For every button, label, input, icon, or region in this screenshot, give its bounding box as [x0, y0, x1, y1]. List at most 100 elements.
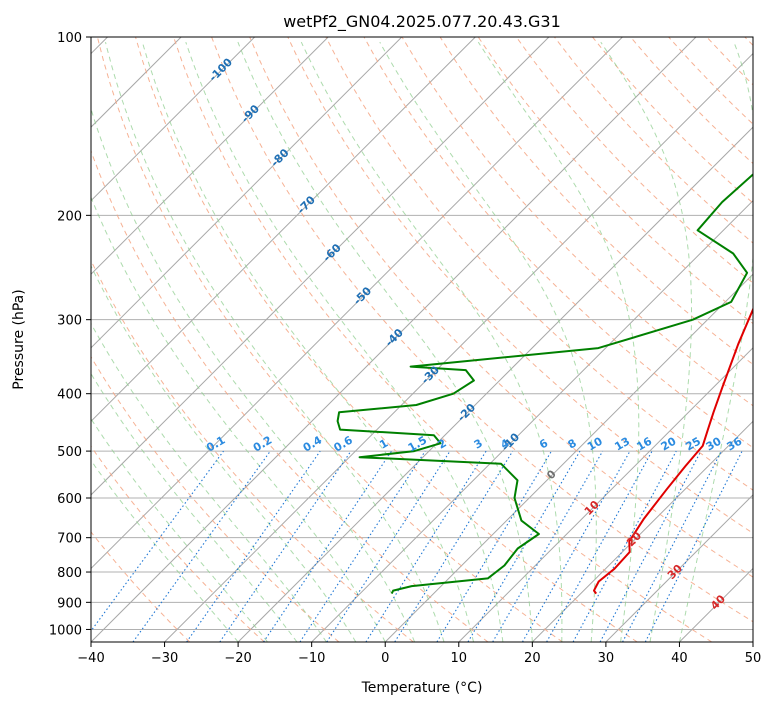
plot-frame	[90, 36, 754, 643]
dry-adiabat-line	[744, 37, 753, 47]
isotherm-label: 20	[624, 529, 644, 549]
isotherm-line	[91, 37, 256, 202]
isotherm-label: -60	[320, 241, 343, 264]
x-axis-label: Temperature (°C)	[361, 680, 483, 696]
moist-adiabat-line	[105, 41, 445, 642]
x-tick-label: 20	[524, 651, 541, 666]
mixing-ratio-line	[394, 450, 514, 642]
mixing-ratio-line	[436, 450, 552, 642]
mixing-ratio-line	[132, 450, 271, 642]
x-tick-label: −40	[77, 651, 104, 666]
x-tick-label: −10	[298, 651, 325, 666]
dry-adiabat-line	[91, 259, 414, 642]
moist-adiabat-line	[141, 41, 474, 642]
y-tick-label: 600	[57, 492, 82, 507]
isotherm-label: -10	[499, 430, 522, 453]
mixing-ratio-label: 2	[436, 437, 449, 452]
isotherm-line	[531, 420, 753, 642]
dry-adiabat-line	[287, 37, 753, 534]
isotherm-line	[679, 567, 753, 642]
mixing-ratio-label: 6	[537, 436, 550, 451]
dewpoint-profile	[336, 173, 753, 595]
isotherm-line	[237, 126, 753, 642]
dry-adiabat-line	[91, 445, 265, 642]
y-axis-label: Pressure (hPa)	[11, 289, 27, 389]
dry-adiabat-line	[91, 355, 340, 642]
isotherm-label: -90	[239, 102, 262, 125]
y-tick-label: 400	[57, 388, 82, 403]
dry-adiabat-line	[96, 37, 563, 642]
y-tick-label: 1000	[49, 623, 82, 638]
dry-adiabat-line	[668, 37, 753, 125]
dry-adiabat-line	[592, 37, 753, 204]
moist-adiabat-line	[237, 41, 533, 642]
isotherm-label: 0	[544, 467, 559, 482]
y-tick-label: 300	[57, 314, 82, 329]
moist-adiabat-line	[91, 107, 416, 642]
moist-adiabat-line	[600, 41, 692, 642]
dry-adiabat-line	[249, 37, 753, 578]
mixing-ratio-line	[186, 450, 321, 642]
x-tick-label: −20	[224, 651, 251, 666]
x-tick-label: 30	[598, 651, 615, 666]
isotherm-label: 10	[582, 498, 602, 518]
moist-adiabat-line	[91, 196, 386, 642]
mixing-ratio-line	[326, 450, 451, 642]
y-tick-label: 900	[57, 596, 82, 611]
isotherm-line	[91, 37, 550, 496]
x-tick-label: 50	[745, 651, 762, 666]
isotherm-line	[752, 641, 753, 642]
dry-adiabat-line	[173, 37, 713, 642]
mixing-ratio-line	[219, 450, 352, 642]
mixing-ratio-line	[521, 450, 631, 642]
dry-adiabat-line	[515, 37, 753, 284]
isotherm-label: -50	[351, 284, 374, 307]
isotherm-label: -20	[455, 401, 478, 424]
mixing-ratio-label: 3	[472, 437, 485, 452]
moist-adiabat-line	[185, 41, 504, 642]
isotherm-line	[458, 347, 753, 642]
mixing-ratio-line	[91, 450, 224, 632]
moist-adiabat-line	[91, 417, 268, 642]
mixing-ratio-line	[263, 450, 392, 642]
isotherm-line	[91, 37, 697, 642]
isotherm-label: -100	[206, 55, 235, 84]
moist-adiabat-line	[91, 459, 239, 642]
isotherm-line	[91, 37, 329, 275]
moist-adiabat-line	[477, 41, 640, 642]
isotherm-line	[91, 37, 403, 349]
y-tick-label: 100	[57, 31, 82, 46]
moist-adiabat-line	[379, 41, 597, 642]
isotherm-line	[91, 37, 623, 570]
dry-adiabat-line	[135, 37, 638, 642]
mixing-ratio-line	[467, 450, 581, 642]
mixing-ratio-line	[365, 450, 487, 642]
isotherm-label: -70	[295, 193, 318, 216]
mixing-ratio-label: 8	[566, 437, 579, 452]
isotherm-label: 30	[665, 562, 685, 582]
mixing-ratio-line	[546, 450, 653, 642]
x-tick-label: 40	[671, 651, 688, 666]
mixing-ratio-line	[644, 450, 743, 642]
dry-adiabat-line	[211, 37, 753, 623]
isotherm-line	[164, 52, 753, 642]
isotherm-line	[311, 199, 753, 642]
temperature-profile	[593, 306, 753, 595]
isotherm-line	[384, 273, 753, 642]
moist-adiabat-line	[91, 322, 327, 642]
isotherm-line	[605, 494, 753, 642]
isotherm-line	[91, 37, 476, 423]
isotherm-label: -80	[268, 146, 291, 169]
mixing-ratio-line	[572, 450, 677, 642]
dry-adiabat-line	[91, 531, 191, 642]
x-tick-label: 0	[381, 651, 389, 666]
y-tick-label: 500	[57, 445, 82, 460]
y-tick-label: 200	[57, 209, 82, 224]
y-tick-label: 700	[57, 532, 82, 547]
isotherm-label: 40	[708, 592, 728, 612]
dry-adiabat-line	[91, 149, 489, 642]
moist-adiabat-line	[300, 41, 563, 642]
x-tick-label: 10	[451, 651, 468, 666]
isotherm-label: -40	[383, 326, 406, 349]
